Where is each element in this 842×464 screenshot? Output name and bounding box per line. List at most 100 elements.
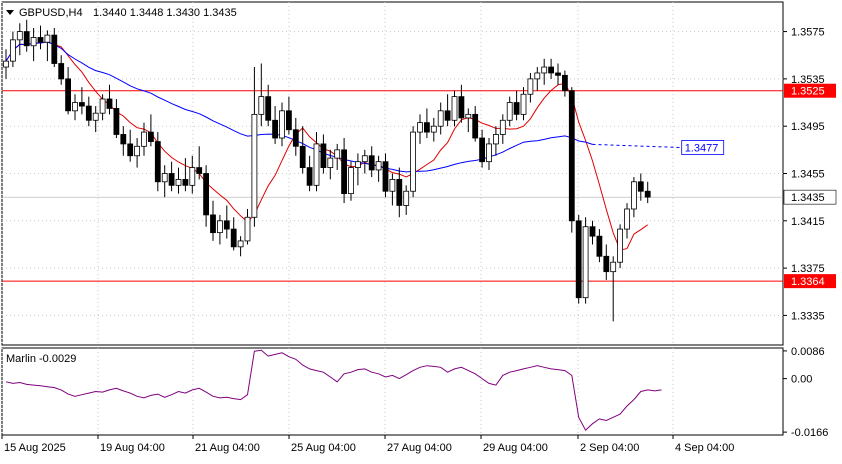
- candle-bearish: [223, 220, 230, 230]
- candle-bullish: [251, 113, 258, 218]
- candle-bullish: [486, 143, 492, 163]
- candle-bullish: [624, 208, 630, 230]
- candle-bearish: [196, 167, 203, 174]
- candle-bearish: [58, 63, 65, 80]
- horizontal-lines: 1.3525 1.3364 1.3435: [2, 83, 837, 289]
- candle-bullish: [9, 39, 16, 62]
- candle-bullish: [389, 179, 396, 192]
- candle-bearish: [203, 173, 210, 216]
- indicator-tick-label: -0.0166: [791, 427, 828, 439]
- candle-bearish: [458, 96, 465, 119]
- candle-bullish: [520, 93, 527, 115]
- candle-bullish: [403, 190, 410, 206]
- candle-bullish: [334, 149, 341, 159]
- price-tick-label: 1.3575: [791, 27, 825, 39]
- current-price-label: 1.3435: [791, 192, 825, 204]
- candle-bearish: [23, 31, 30, 47]
- price-tick-label: 1.3455: [791, 169, 825, 181]
- candle-bearish: [51, 34, 58, 64]
- candle-bearish: [382, 161, 389, 192]
- candle-bearish: [479, 137, 486, 163]
- level-price-label: 1.3525: [791, 86, 825, 98]
- candle-bullish: [417, 122, 423, 133]
- current-price-tag: [783, 189, 837, 205]
- price-tick-label: 1.3535: [791, 74, 825, 86]
- blue-moving-average: [5, 41, 593, 173]
- candle-bearish: [272, 119, 279, 139]
- candle-bullish: [189, 167, 196, 186]
- candle-bullish: [534, 72, 541, 80]
- symbol-header: GBPUSD,H4: [19, 7, 83, 19]
- price-tick-label: 1.3415: [791, 216, 825, 228]
- blue-ma-value-tag: [681, 140, 725, 155]
- price-axis: 1.35751.35351.34951.34551.34151.33751.33…: [783, 27, 828, 439]
- candle-bearish: [513, 102, 520, 115]
- candle-bullish: [617, 228, 623, 263]
- candle-bearish: [299, 145, 306, 168]
- candle-bearish: [575, 220, 582, 299]
- time-tick-label: 4 Sep 04:00: [675, 442, 734, 454]
- candle-bearish: [396, 179, 403, 206]
- candle-bullish: [541, 66, 548, 74]
- candle-bearish: [637, 181, 644, 192]
- candle-bearish: [154, 141, 161, 183]
- red-moving-average: [5, 41, 648, 251]
- candle-bullish: [361, 155, 368, 163]
- candle-bearish: [120, 134, 127, 145]
- candle-bullish: [437, 110, 444, 127]
- candle-bullish: [161, 173, 168, 183]
- indicator-tick-label: 0.00: [791, 374, 812, 386]
- moving-averages: 1.3477: [5, 41, 725, 251]
- candle-bearish: [562, 74, 568, 92]
- ohlc-header: 1.3440 1.3448 1.3430 1.3435: [93, 7, 237, 19]
- candle-bullish: [92, 112, 99, 121]
- indicator-label: Marlin -0.0029: [6, 353, 76, 365]
- candle-bearish: [368, 155, 375, 171]
- level-price-tag: [784, 83, 836, 98]
- candle-bullish: [30, 37, 37, 47]
- candle-bearish: [113, 108, 120, 135]
- candle-bullish: [631, 181, 637, 210]
- candle-bullish: [451, 96, 458, 121]
- candle-bearish: [341, 149, 348, 195]
- candle-bearish: [85, 105, 92, 121]
- candle-bullish: [134, 145, 141, 157]
- candle-bullish: [348, 167, 354, 195]
- price-tick-label: 1.3375: [791, 263, 825, 275]
- time-tick-label: 25 Aug 04:00: [291, 442, 356, 454]
- candles: [3, 19, 651, 322]
- candle-bullish: [354, 161, 361, 168]
- candle-bullish: [279, 110, 285, 139]
- candle-bearish: [106, 98, 113, 109]
- candle-bullish: [506, 102, 513, 121]
- indicator-pane: [1, 347, 784, 436]
- blue-ma-projection: [592, 143, 680, 148]
- candle-bearish: [306, 167, 313, 186]
- time-tick-label: 29 Aug 04:00: [483, 442, 548, 454]
- candle-bearish: [555, 72, 561, 76]
- candle-bearish: [65, 78, 71, 112]
- candle-bearish: [568, 90, 575, 222]
- candle-bullish: [410, 131, 417, 192]
- candle-bearish: [230, 228, 237, 248]
- blue-ma-value-label: 1.3477: [685, 142, 719, 154]
- candle-bearish: [37, 37, 44, 43]
- candle-bearish: [210, 214, 216, 234]
- candle-bearish: [292, 129, 299, 147]
- candle-bullish: [527, 78, 534, 95]
- candle-bullish: [216, 220, 223, 234]
- time-tick-label: 2 Sep 04:00: [580, 442, 639, 454]
- candle-bullish: [258, 96, 265, 115]
- candle-bearish: [423, 122, 430, 133]
- candle-bullish: [16, 31, 23, 41]
- level-price-label: 1.3364: [791, 276, 825, 288]
- candle-bearish: [644, 190, 651, 198]
- time-tick-label: 27 Aug 04:00: [387, 442, 452, 454]
- dropdown-arrow-icon[interactable]: [6, 10, 14, 15]
- candle-bearish: [444, 110, 451, 121]
- candle-bullish: [430, 125, 437, 133]
- candle-bearish: [548, 66, 554, 74]
- time-tick-label: 15 Aug 2025: [4, 442, 66, 454]
